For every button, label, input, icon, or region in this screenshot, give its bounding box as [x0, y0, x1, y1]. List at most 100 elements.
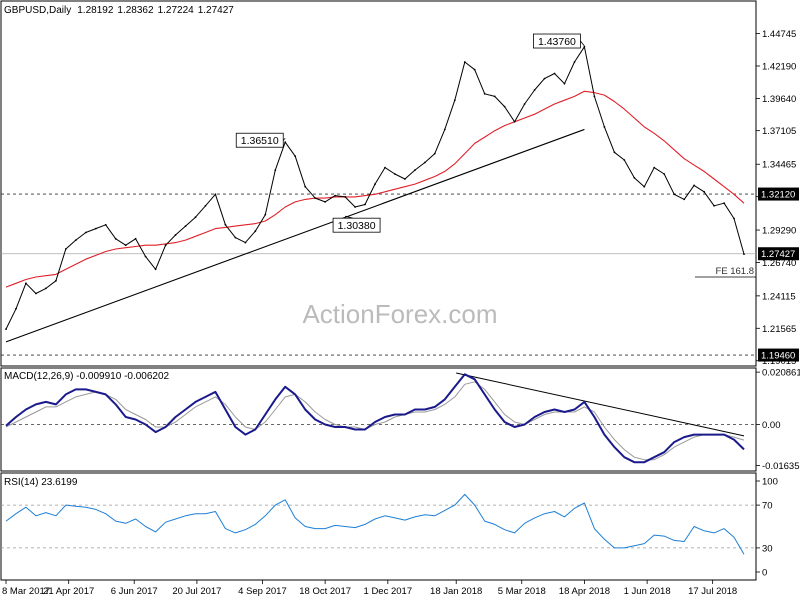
price-header-symbol: GBPUSD,Daily 1.28192 1.28362 1.27224 1.27427 — [4, 5, 234, 16]
annotation-box — [533, 33, 581, 49]
macd-line — [5, 373, 745, 464]
price-point — [723, 202, 725, 205]
x-tick-label: 4 Sep 2017 — [238, 586, 287, 597]
price-point — [603, 126, 606, 128]
price-point — [224, 223, 227, 226]
price-point — [94, 227, 97, 230]
price-point — [174, 234, 177, 236]
price-point — [673, 193, 676, 196]
price-point — [164, 244, 167, 247]
price-point — [284, 141, 287, 144]
level-tag-label: 1.27427 — [761, 249, 795, 260]
price-point — [573, 61, 576, 63]
price-point — [334, 194, 336, 197]
price-annotations: 1.36510 1.30380 1.43760 — [235, 33, 585, 233]
price-point — [663, 173, 666, 175]
price-point — [424, 161, 426, 164]
macd-y-axis: 0.020861 0.00 -0.016357 — [756, 368, 800, 472]
price-point — [404, 178, 406, 180]
price-point — [483, 92, 486, 95]
price-point — [543, 77, 546, 80]
price-point — [274, 169, 277, 172]
level-tag-label: 1.19460 — [761, 351, 795, 362]
moving-average-line — [5, 90, 745, 288]
x-tick-label: 18 Jan 2018 — [430, 586, 482, 597]
price-point — [324, 201, 326, 203]
price-point — [114, 237, 117, 240]
price-point — [743, 253, 745, 256]
annotation-label: 1.36510 — [241, 135, 279, 147]
rsi-label: RSI(14) 23.6199 — [4, 477, 78, 488]
price-point — [384, 166, 386, 169]
price-point — [394, 173, 396, 175]
price-point — [613, 151, 616, 154]
rsi-y-axis: 100 70 30 0 — [756, 477, 778, 579]
price-point — [713, 204, 715, 207]
price-y-axis: 1.447451.421901.396401.371051.344651.319… — [756, 29, 799, 367]
price-point — [45, 287, 47, 290]
price-point — [25, 282, 27, 285]
price-point — [493, 95, 496, 98]
level-tag-label: 1.32120 — [761, 190, 795, 201]
price-point — [653, 166, 656, 169]
x-tick-label: 6 Jun 2017 — [111, 586, 158, 597]
price-point — [563, 82, 566, 85]
price-point — [124, 244, 127, 247]
macd-panel-frame — [0, 367, 757, 472]
price-point — [553, 72, 556, 75]
annotation-label: 1.30380 — [338, 220, 376, 232]
price-point — [304, 185, 307, 188]
price-point — [683, 198, 686, 201]
price-point — [254, 230, 257, 233]
annotation-label: 1.43760 — [538, 36, 576, 48]
price-point — [453, 99, 456, 102]
price-panel-frame — [0, 0, 757, 367]
price-point — [374, 183, 376, 186]
price-point — [703, 190, 705, 193]
x-tick-label: 8 Mar 2017 — [2, 586, 50, 597]
price-point — [184, 225, 187, 228]
price-point — [234, 236, 237, 239]
macd-signal-line — [5, 381, 745, 461]
price-point — [144, 255, 147, 258]
price-point — [693, 184, 695, 187]
price-point — [433, 152, 436, 155]
price-point — [733, 217, 735, 220]
price-point — [64, 248, 67, 250]
price-trendline — [5, 128, 585, 343]
price-point — [134, 237, 137, 240]
price-point — [633, 176, 636, 179]
support-trendline — [5, 128, 585, 343]
price-point — [204, 204, 207, 207]
price-point — [84, 231, 87, 234]
annotation-box — [332, 217, 381, 233]
price-point — [354, 206, 356, 208]
y-tick-label: 1.19015 — [762, 356, 796, 367]
price-point — [583, 45, 586, 48]
rsi-panel-frame — [0, 472, 757, 581]
y-tick-label: 1.37105 — [762, 126, 796, 137]
x-tick-label: 20 Jul 2017 — [172, 586, 221, 597]
rsi-series — [5, 493, 745, 555]
price-point — [513, 120, 516, 123]
price-point — [593, 95, 596, 98]
y-tick-label: 1.34465 — [762, 160, 796, 171]
price-point — [244, 241, 247, 244]
y-tick-label: 70 — [762, 501, 773, 512]
y-tick-label: 30 — [762, 543, 773, 554]
y-tick-label: 1.44745 — [762, 29, 796, 40]
macd-series — [5, 373, 745, 464]
x-tick-label: 1 Dec 2017 — [364, 586, 413, 597]
x-tick-label: 18 Apr 2018 — [559, 586, 610, 597]
level-tag — [758, 187, 799, 201]
y-tick-label: 1.21565 — [762, 324, 796, 335]
price-point — [414, 169, 416, 172]
y-tick-label: 0 — [762, 568, 767, 579]
price-point — [154, 268, 157, 271]
price-point — [523, 103, 526, 105]
level-tag — [758, 247, 799, 261]
price-point — [463, 61, 466, 63]
